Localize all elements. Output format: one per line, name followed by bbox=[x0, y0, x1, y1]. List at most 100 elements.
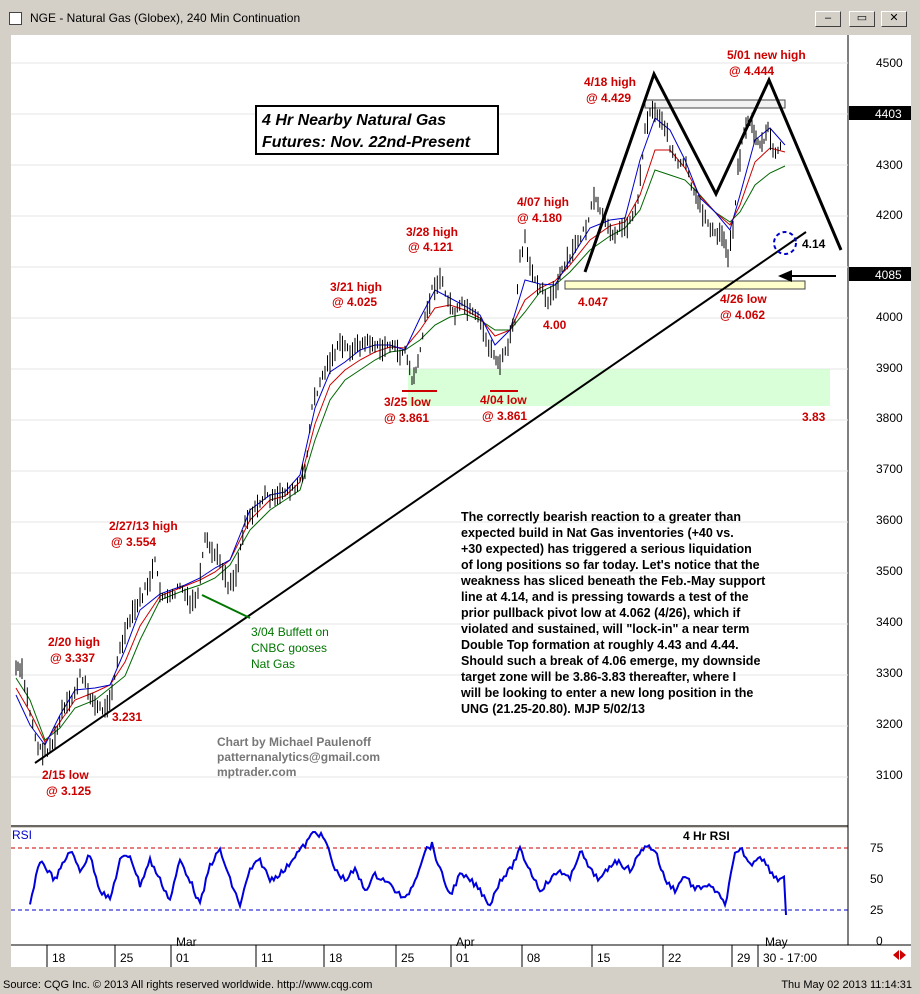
price-tick: 3300 bbox=[876, 666, 903, 680]
chart-title-line1: 4 Hr Nearby Natural Gas bbox=[261, 112, 446, 129]
credit-email: patternanalytics@gmail.com bbox=[217, 750, 380, 764]
apr18-high-label: 4/18 high bbox=[584, 75, 636, 89]
price-panel bbox=[11, 35, 848, 825]
price-tick: 3200 bbox=[876, 717, 903, 731]
mar28-high-label: 3/28 high bbox=[406, 225, 458, 239]
commentary-line-12: will be looking to enter a new long posi… bbox=[460, 686, 753, 700]
price-tick: 3800 bbox=[876, 411, 903, 425]
pivot-low-band bbox=[564, 280, 806, 290]
month-label: Mar bbox=[176, 935, 197, 949]
month-label: Apr bbox=[456, 935, 475, 949]
target-zone bbox=[408, 369, 830, 406]
chart-title-box bbox=[255, 105, 499, 155]
day-label: 01 bbox=[176, 951, 190, 965]
current-price-tag: 4085 bbox=[875, 268, 902, 282]
window-titlebar: NGE - Natural Gas (Globex), 240 Min Cont… bbox=[0, 0, 920, 34]
rsi-panel bbox=[11, 828, 848, 945]
support-trendline bbox=[34, 231, 807, 764]
feb27-high-label: 2/27/13 high bbox=[109, 519, 178, 533]
day-label: 18 bbox=[52, 951, 66, 965]
footer-timestamp: Thu May 02 2013 11:14:31 bbox=[781, 979, 912, 991]
price-tick: 3100 bbox=[876, 768, 903, 782]
breakdown-circle bbox=[773, 231, 797, 255]
commentary-line-6: line at 4.14, and is pressing towards a … bbox=[461, 590, 749, 604]
window-title: NGE - Natural Gas (Globex), 240 Min Cont… bbox=[30, 11, 301, 25]
level-383-label: 3.83 bbox=[802, 410, 826, 424]
price-tick: 3600 bbox=[876, 513, 903, 527]
minimize-button[interactable]: – bbox=[815, 11, 841, 27]
level-400-label: 4.00 bbox=[543, 318, 567, 332]
close-button[interactable]: ✕ bbox=[881, 11, 907, 27]
day-label: 29 bbox=[737, 951, 751, 965]
feb20-high-label: 2/20 high bbox=[48, 635, 100, 649]
may01-high-label: 5/01 new high bbox=[727, 48, 806, 62]
current-price-tag-box bbox=[849, 267, 911, 281]
last-price-tag-box bbox=[849, 106, 911, 120]
price-tick: 4200 bbox=[876, 208, 903, 222]
commentary-line-3: +30 expected) has triggered a serious li… bbox=[461, 542, 752, 556]
price-tick: 4000 bbox=[876, 310, 903, 324]
restore-button[interactable]: ▭ bbox=[849, 11, 875, 27]
commentary-line-9: Double Top formation at roughly 4.43 and… bbox=[461, 638, 739, 652]
day-label: 11 bbox=[261, 951, 274, 965]
apr07-high-label: 4/07 high bbox=[517, 195, 569, 209]
credit-author: Chart by Michael Paulenoff bbox=[217, 735, 372, 749]
apr04-low-value: @ 3.861 bbox=[482, 409, 527, 423]
credit-site: mptrader.com bbox=[217, 765, 296, 779]
rsi-tick: 75 bbox=[870, 841, 884, 855]
day-label: 25 bbox=[401, 951, 415, 965]
feb20-high-value: @ 3.337 bbox=[50, 651, 95, 665]
price-bars bbox=[15, 100, 781, 766]
apr26-low-label: 4/26 low bbox=[720, 292, 767, 306]
feb15-low-value: @ 3.125 bbox=[46, 784, 91, 798]
arrow-head-icon bbox=[778, 270, 792, 282]
commentary-line-1: The correctly bearish reaction to a grea… bbox=[461, 510, 741, 524]
ma-mid-line bbox=[15, 147, 786, 743]
commentary-line-8: violated and sustained, will "lock-in" a… bbox=[461, 622, 749, 636]
day-label: 30 - 17:00 bbox=[763, 951, 817, 965]
commentary-line-10: Should such a break of 4.06 emerge, my d… bbox=[461, 654, 760, 668]
double-top-pattern bbox=[583, 70, 843, 273]
rsi-title: 4 Hr RSI bbox=[683, 829, 730, 843]
mar25-low-value: @ 3.861 bbox=[384, 411, 429, 425]
mar28-high-value: @ 4.121 bbox=[408, 240, 453, 254]
ma-slow-line bbox=[15, 165, 786, 741]
commentary-line-5: weakness has sliced beneath the Feb.-May… bbox=[460, 574, 766, 588]
mar21-high-value: @ 4.025 bbox=[332, 295, 377, 309]
buffett-label-line3: Nat Gas bbox=[251, 657, 295, 671]
price-tick: 3400 bbox=[876, 615, 903, 629]
chart-frame: 4 Hr Nearby Natural Gas Futures: Nov. 22… bbox=[10, 34, 912, 968]
scroll-left-icon[interactable] bbox=[893, 950, 899, 960]
scroll-right-icon[interactable] bbox=[900, 950, 906, 960]
commentary-line-2: expected build in Nat Gas inventories (+… bbox=[461, 526, 734, 540]
day-label: 18 bbox=[329, 951, 343, 965]
day-label: 01 bbox=[456, 951, 470, 965]
day-label: 15 bbox=[597, 951, 611, 965]
day-label: 08 bbox=[527, 951, 541, 965]
day-label: 22 bbox=[668, 951, 682, 965]
level-414-label: 4.14 bbox=[802, 237, 826, 251]
apr07-high-value: @ 4.180 bbox=[517, 211, 562, 225]
mar25-low-label: 3/25 low bbox=[384, 395, 431, 409]
month-label: May bbox=[765, 935, 788, 949]
feb27-high-value: @ 3.554 bbox=[111, 535, 156, 549]
commentary-line-13: UNG (21.25-20.80). MJP 5/02/13 bbox=[461, 702, 645, 716]
support-3231-label: 3.231 bbox=[112, 710, 142, 724]
rsi-tick: 0 bbox=[876, 934, 883, 948]
commentary-line-11: target zone will be 3.86-3.83 thereafter… bbox=[461, 670, 736, 684]
day-tick-marks bbox=[46, 945, 759, 967]
buffett-label-line2: CNBC gooses bbox=[251, 641, 327, 655]
mar21-high-label: 3/21 high bbox=[330, 280, 382, 294]
apr04-low-label: 4/04 low bbox=[480, 393, 527, 407]
status-footer: Source: CQG Inc. © 2013 All rights reser… bbox=[0, 978, 920, 994]
price-tick: 4500 bbox=[876, 56, 903, 70]
day-label: 25 bbox=[120, 951, 134, 965]
double-top-band bbox=[644, 99, 786, 109]
time-axis-panel bbox=[11, 945, 911, 967]
commentary-line-7: prior pullback pivot low at 4.062 (4/26)… bbox=[461, 606, 741, 620]
feb15-low-label: 2/15 low bbox=[42, 768, 89, 782]
price-tick: 4300 bbox=[876, 158, 903, 172]
chart-app-icon bbox=[9, 12, 22, 25]
last-price-tag: 4403 bbox=[875, 107, 902, 121]
price-tick: 3500 bbox=[876, 564, 903, 578]
